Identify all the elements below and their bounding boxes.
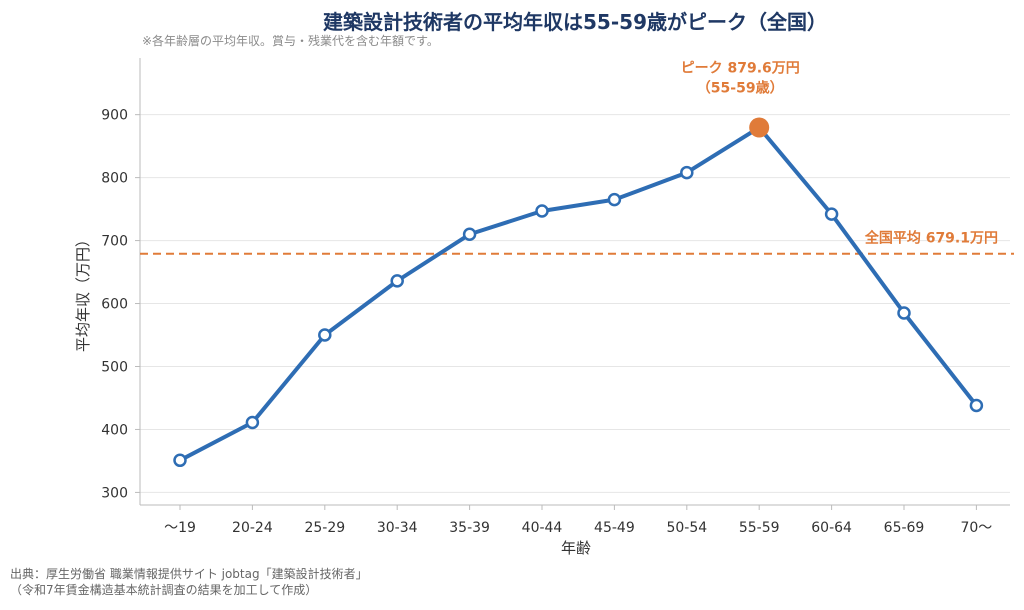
data-point — [607, 192, 622, 207]
data-point — [824, 207, 839, 221]
peak-point — [749, 117, 770, 138]
data-point — [969, 398, 984, 413]
y-tick-label: 500 — [101, 359, 128, 375]
data-point — [535, 204, 549, 218]
source-line-1: 出典：厚生労働省 職業情報提供サイト jobtag「建築設計技術者」 — [10, 567, 368, 581]
x-tick-label: 70～ — [960, 520, 992, 536]
x-tick-label: 50-54 — [666, 520, 707, 536]
reference-line-label: 全国平均 679.1万円 — [864, 230, 998, 247]
y-tick-labels: 300 400 500 600 700 800 900 — [101, 108, 140, 501]
x-tick-label: 35-39 — [449, 520, 490, 536]
x-tick-label: 55-59 — [739, 520, 780, 536]
peak-annotation-line1: ピーク 879.6万円 — [681, 61, 800, 77]
series-line — [179, 125, 978, 463]
grid-lines — [140, 114, 1010, 493]
x-tick-label: 20-24 — [232, 520, 273, 536]
y-tick-label: 900 — [101, 108, 128, 124]
source-line-2: （令和7年賃金構造基本統計調査の結果を加工して作成） — [10, 583, 318, 597]
data-point — [390, 274, 404, 288]
y-tick-label: 700 — [101, 234, 128, 250]
data-point — [462, 227, 477, 242]
chart-subtitle: ※各年齢層の平均年収。賞与・残業代を含む年額です。 — [142, 34, 439, 48]
y-tick-label: 400 — [101, 422, 128, 438]
x-tick-label: 45-49 — [594, 520, 635, 536]
x-tick-label: 25-29 — [304, 520, 345, 536]
chart-title: 建築設計技術者の平均年収は55-59歳がピーク（全国） — [323, 10, 827, 34]
x-tick-label: 30-34 — [377, 520, 418, 536]
data-points — [173, 117, 984, 468]
x-tick-labels: ～19 20-24 25-29 30-34 35-39 40-44 45-49 50-54 55… — [164, 505, 992, 536]
data-point — [680, 165, 694, 180]
x-tick-label: 40-44 — [522, 520, 563, 536]
y-tick-label: 800 — [101, 171, 128, 187]
y-tick-label: 300 — [101, 485, 128, 501]
data-point — [897, 306, 911, 320]
x-tick-label: 60-64 — [811, 520, 852, 536]
y-tick-label: 600 — [101, 297, 128, 313]
peak-annotation-line2: （55-59歳） — [697, 80, 784, 97]
data-point — [318, 328, 332, 342]
data-point — [173, 453, 187, 468]
y-axis-label: 平均年収（万円） — [74, 232, 92, 352]
x-tick-label: 65-69 — [884, 520, 925, 536]
data-point — [245, 415, 260, 430]
source-note: 出典：厚生労働省 職業情報提供サイト jobtag「建築設計技術者」 （令和7年… — [10, 566, 368, 598]
x-axis-label: 年齢 — [561, 539, 591, 557]
series-line-group — [179, 125, 978, 463]
x-tick-label: ～19 — [164, 520, 196, 536]
